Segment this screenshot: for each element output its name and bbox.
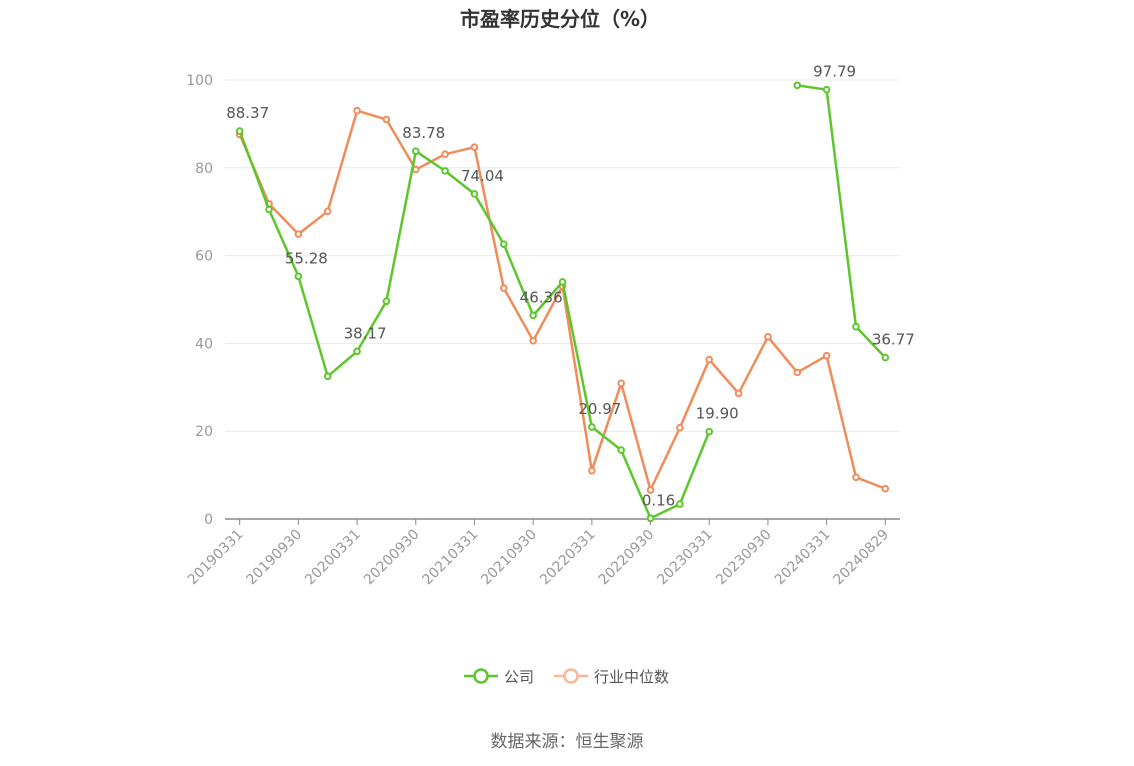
series-公司	[235, 81, 890, 523]
data-point[interactable]	[500, 284, 508, 292]
data-point[interactable]	[529, 336, 537, 345]
x-tick-label: 20240331	[772, 527, 834, 589]
x-tick-label: 20220331	[537, 527, 599, 589]
data-point[interactable]	[793, 81, 802, 90]
data-label: 0.16	[642, 491, 675, 509]
x-tick-label: 20240829	[830, 527, 892, 589]
data-point[interactable]	[441, 167, 449, 175]
legend-marker	[473, 668, 489, 684]
series-layer	[235, 81, 890, 523]
x-tick-label: 20190331	[185, 527, 247, 589]
data-point[interactable]	[852, 322, 860, 331]
data-point[interactable]	[441, 150, 449, 158]
y-tick-label: 60	[195, 249, 213, 265]
legend-label: 行业中位数	[594, 668, 669, 686]
x-tick-label: 20190930	[243, 527, 305, 589]
data-label: 97.79	[813, 63, 856, 81]
data-point[interactable]	[353, 347, 361, 356]
x-tick-label: 20210930	[478, 527, 540, 589]
data-label: 20.97	[578, 400, 621, 418]
data-point[interactable]	[676, 500, 684, 508]
legend[interactable]: 公司 行业中位数	[464, 668, 669, 686]
grid	[225, 79, 900, 432]
data-point[interactable]	[822, 85, 831, 94]
data-point[interactable]	[705, 355, 714, 364]
data-point[interactable]	[617, 446, 625, 454]
chart-title: 市盈率历史分位（%）	[460, 7, 660, 31]
data-point[interactable]	[382, 115, 391, 124]
legend-marker	[563, 668, 579, 684]
data-point[interactable]	[881, 484, 890, 493]
data-point[interactable]	[294, 230, 303, 238]
data-point[interactable]	[734, 389, 743, 398]
x-axis: 2019033120190930202003312020093020210331…	[185, 518, 900, 589]
data-point[interactable]	[793, 368, 802, 377]
x-tick-label: 20200930	[361, 527, 423, 589]
data-point[interactable]	[705, 427, 714, 436]
y-tick-label: 80	[195, 161, 213, 177]
data-point[interactable]	[529, 311, 537, 320]
data-point[interactable]	[646, 514, 655, 523]
data-point[interactable]	[382, 297, 391, 306]
data-point[interactable]	[294, 272, 303, 281]
data-point[interactable]	[676, 423, 684, 432]
x-tick-label: 20230930	[713, 527, 775, 589]
data-point[interactable]	[353, 106, 361, 115]
data-point[interactable]	[470, 143, 479, 151]
data-point[interactable]	[588, 466, 596, 475]
x-tick-label: 20220930	[596, 527, 658, 589]
data-point[interactable]	[235, 127, 244, 135]
data-label: 36.77	[872, 331, 915, 349]
legend-item[interactable]: 公司	[464, 668, 534, 686]
data-label: 38.17	[344, 324, 387, 342]
y-axis: 0 20 40 60 80 100	[186, 73, 213, 528]
data-label: 88.37	[226, 104, 269, 122]
data-point[interactable]	[881, 353, 890, 362]
y-tick-label: 20	[195, 424, 213, 440]
data-label: 19.90	[696, 405, 739, 423]
y-tick-label: 0	[204, 512, 213, 528]
data-point[interactable]	[470, 190, 479, 198]
data-point[interactable]	[323, 207, 332, 216]
data-labels: 88.37 55.28 38.17 83.78 74.04 46.36 20.97 0.16 1…	[226, 63, 915, 510]
data-point[interactable]	[646, 486, 655, 494]
data-point[interactable]	[558, 278, 567, 286]
data-label: 83.78	[402, 124, 445, 142]
source-note: 数据来源：恒生聚源	[491, 732, 644, 752]
x-tick-label: 20210331	[420, 527, 482, 589]
data-point[interactable]	[265, 205, 273, 214]
data-label: 74.04	[461, 167, 504, 185]
data-point[interactable]	[323, 372, 332, 381]
x-tick-label: 20200331	[302, 527, 364, 589]
data-label: 46.36	[520, 288, 563, 306]
data-point[interactable]	[411, 147, 420, 156]
data-label: 55.28	[285, 249, 328, 267]
data-point[interactable]	[617, 379, 625, 388]
data-point[interactable]	[500, 240, 508, 248]
data-point[interactable]	[852, 473, 860, 482]
data-point[interactable]	[764, 333, 772, 341]
data-point[interactable]	[822, 351, 831, 360]
y-tick-label: 40	[195, 336, 213, 352]
data-point[interactable]	[588, 423, 596, 431]
legend-label: 公司	[504, 668, 534, 686]
y-tick-label: 100	[186, 73, 213, 89]
legend-item[interactable]: 行业中位数	[554, 668, 669, 686]
x-tick-label: 20230331	[654, 527, 716, 589]
